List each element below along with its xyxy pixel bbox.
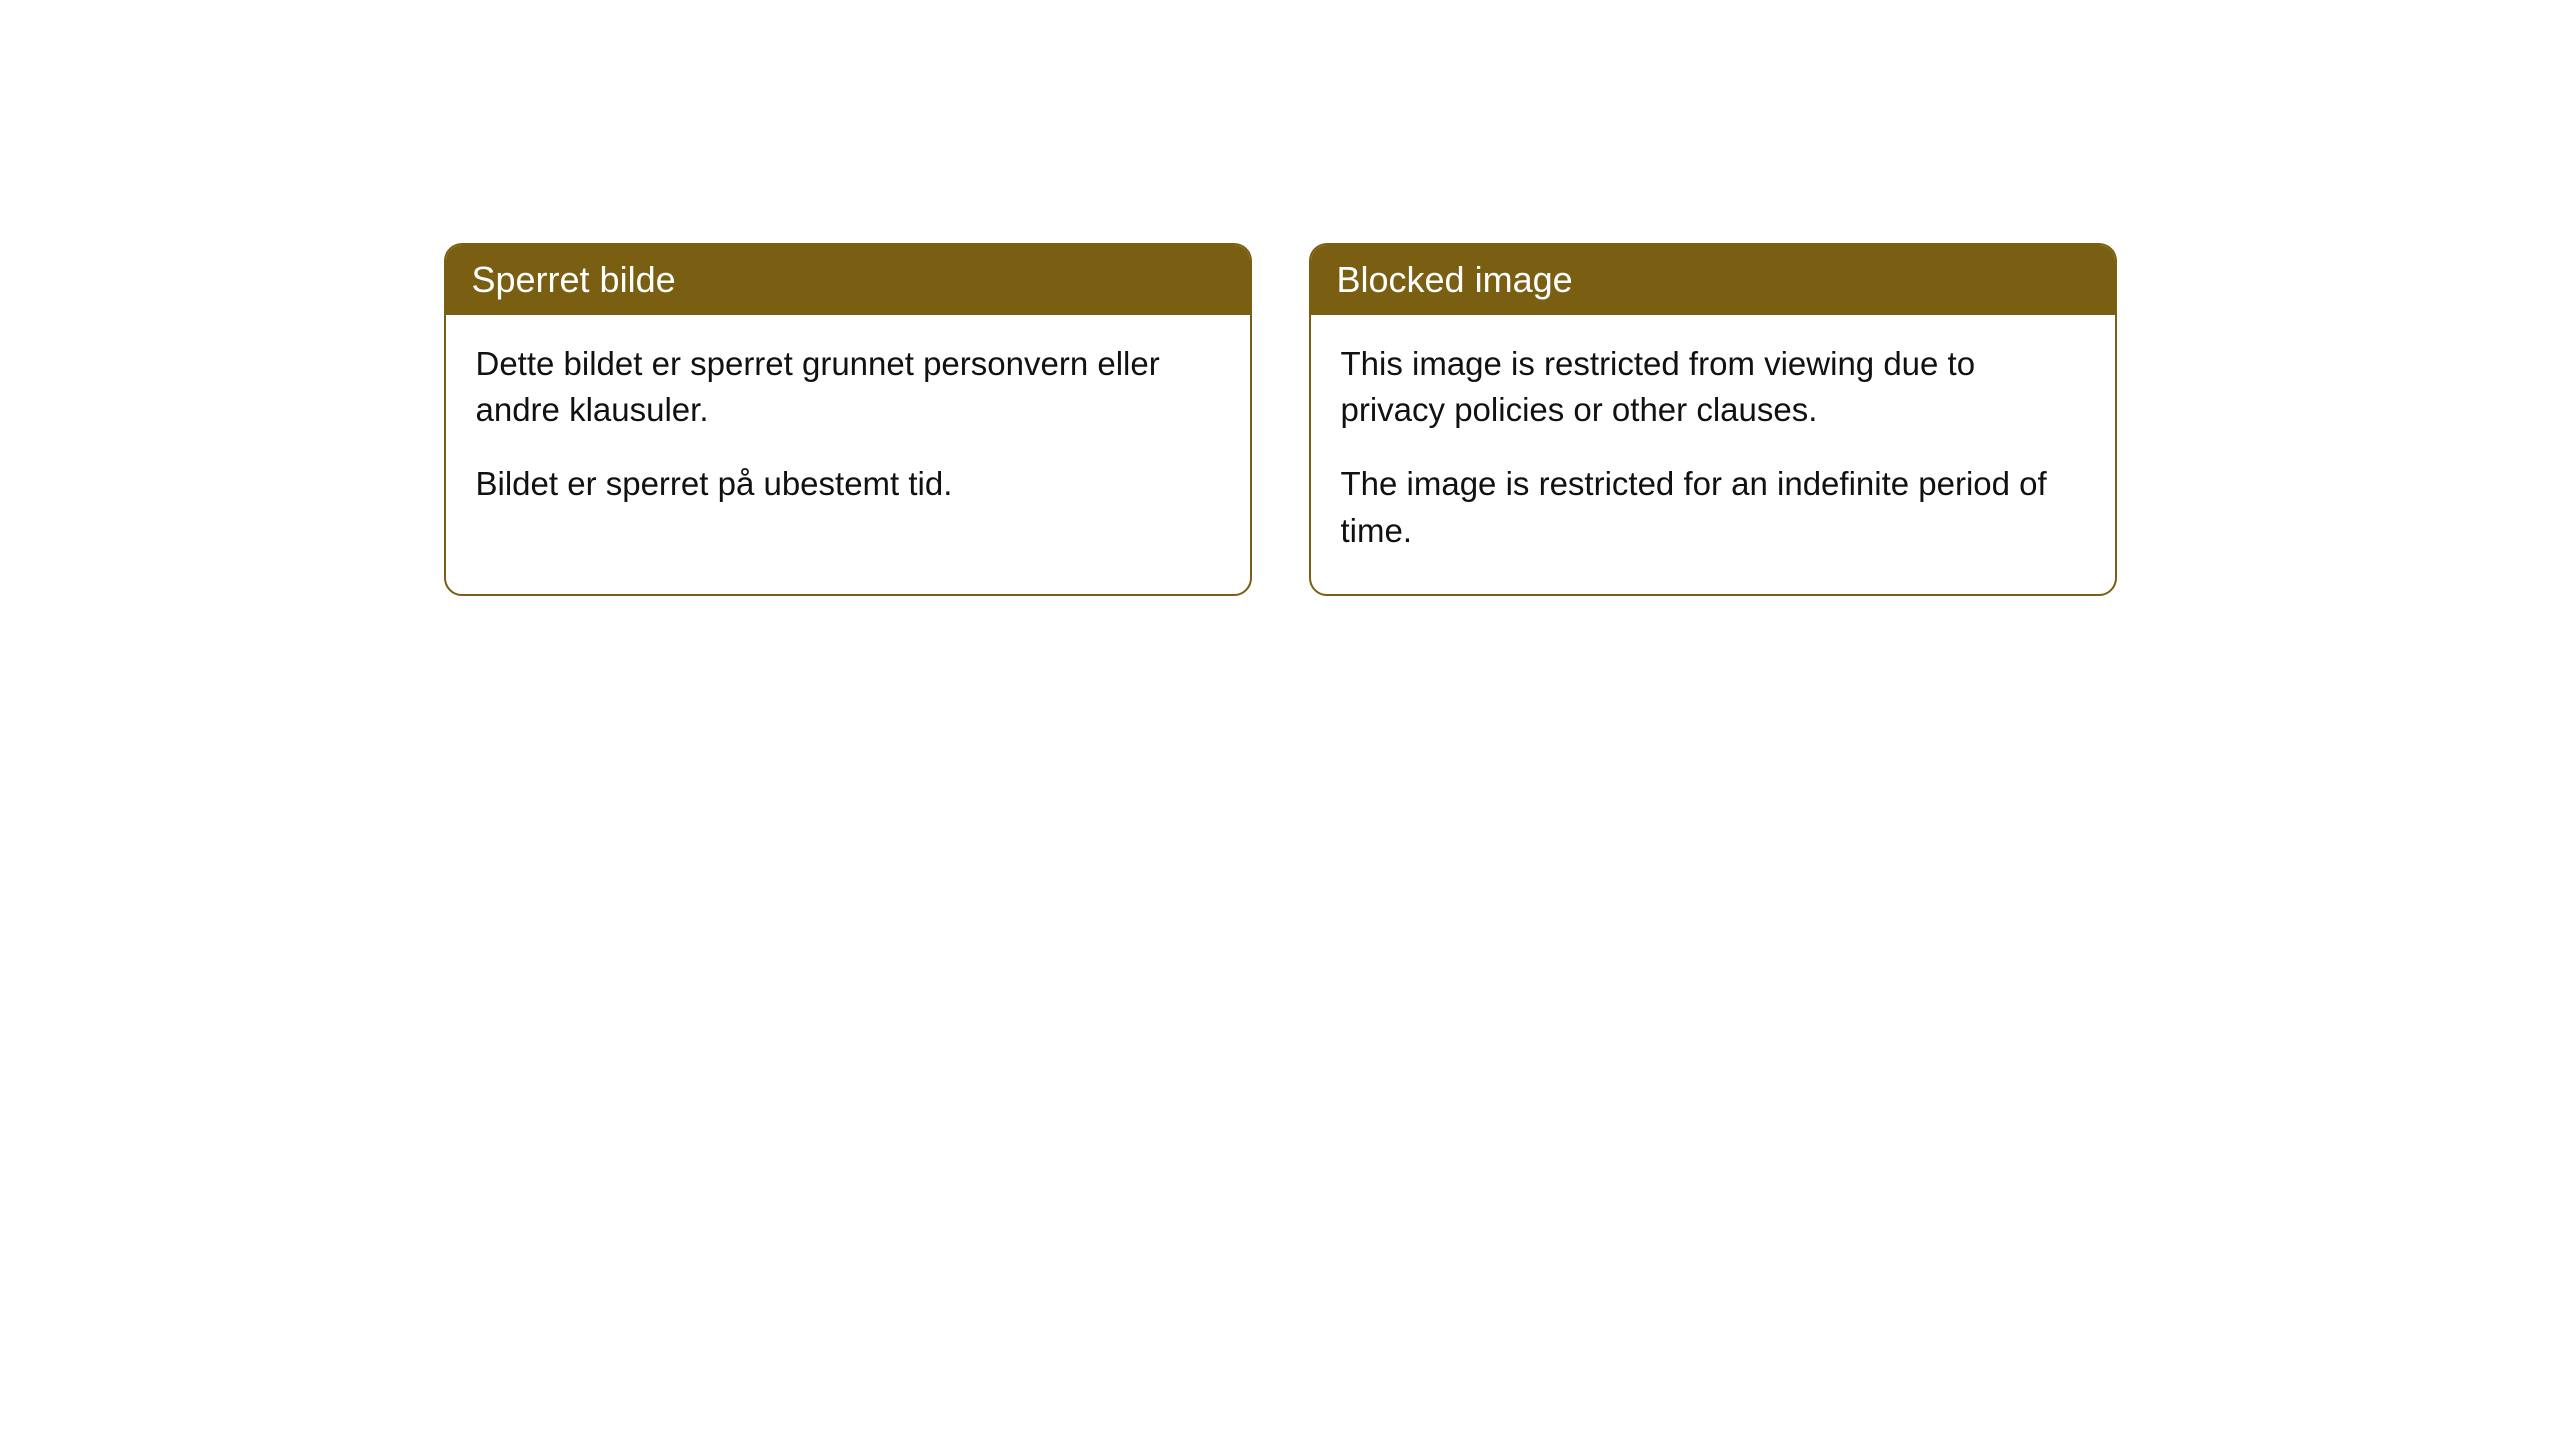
card-paragraph: This image is restricted from viewing du… <box>1341 341 2085 433</box>
card-title: Sperret bilde <box>472 259 676 300</box>
notice-card-norwegian: Sperret bilde Dette bildet er sperret gr… <box>444 243 1252 596</box>
card-paragraph: The image is restricted for an indefinit… <box>1341 461 2085 553</box>
card-header: Sperret bilde <box>446 245 1250 315</box>
card-title: Blocked image <box>1337 259 1573 300</box>
card-body: Dette bildet er sperret grunnet personve… <box>446 315 1250 548</box>
notice-container: Sperret bilde Dette bildet er sperret gr… <box>0 243 2560 596</box>
notice-card-english: Blocked image This image is restricted f… <box>1309 243 2117 596</box>
card-paragraph: Dette bildet er sperret grunnet personve… <box>476 341 1220 433</box>
card-paragraph: Bildet er sperret på ubestemt tid. <box>476 461 1220 507</box>
card-header: Blocked image <box>1311 245 2115 315</box>
card-body: This image is restricted from viewing du… <box>1311 315 2115 594</box>
